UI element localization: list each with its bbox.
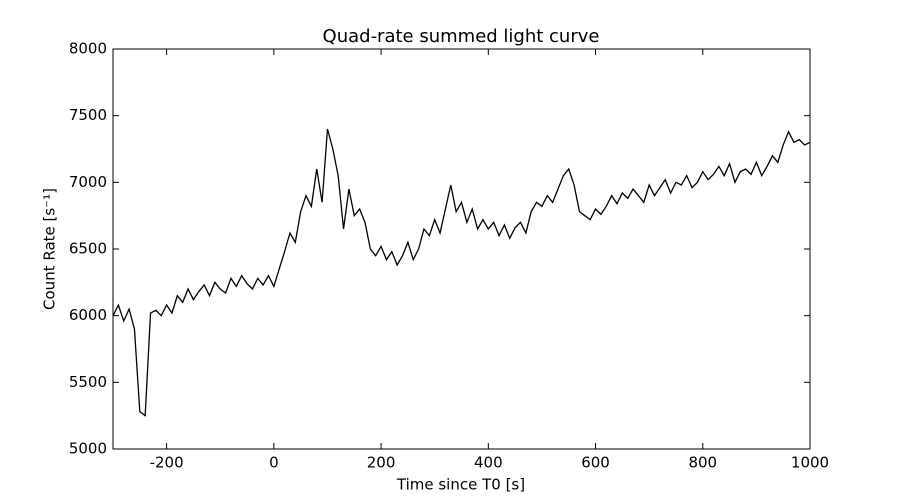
plot-frame bbox=[112, 48, 811, 450]
y-tick-label: 6500 bbox=[69, 240, 107, 258]
x-tick-label: 400 bbox=[474, 454, 503, 472]
x-tick-label: 0 bbox=[269, 454, 279, 472]
chart-title: Quad-rate summed light curve bbox=[323, 26, 600, 47]
x-tick-label: 600 bbox=[581, 454, 610, 472]
series-line bbox=[112, 128, 811, 417]
x-tick-label: 200 bbox=[367, 454, 396, 472]
y-tick-label: 7000 bbox=[69, 173, 107, 191]
y-tick-label: 5000 bbox=[69, 440, 107, 458]
x-tick-label: 800 bbox=[688, 454, 717, 472]
y-tick-label: 6000 bbox=[69, 306, 107, 324]
x-tick-label: -200 bbox=[150, 454, 184, 472]
x-tick-label: 1000 bbox=[791, 454, 829, 472]
y-tick-label: 8000 bbox=[69, 40, 107, 58]
y-tick-label: 5500 bbox=[69, 373, 107, 391]
x-axis-label: Time since T0 [s] bbox=[396, 476, 525, 494]
y-axis-label: Count Rate [s⁻¹] bbox=[41, 188, 59, 310]
y-tick-label: 7500 bbox=[69, 106, 107, 124]
